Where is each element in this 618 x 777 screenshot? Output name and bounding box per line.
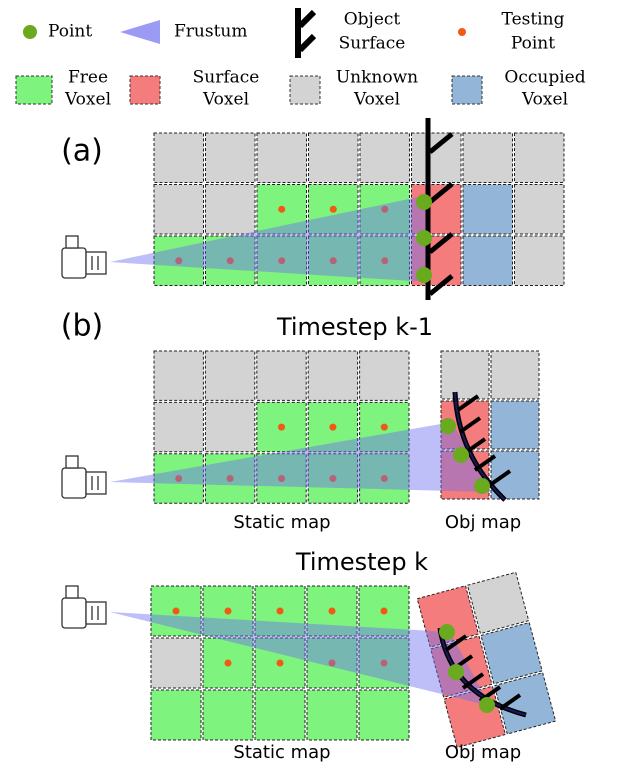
point	[440, 418, 456, 434]
timestep-title: Timestep k	[295, 548, 428, 576]
testing-point	[381, 424, 388, 431]
legend-label: Surface	[193, 68, 260, 88]
voxel	[205, 402, 254, 451]
camera-body	[62, 248, 86, 278]
legend-label: Point	[48, 22, 92, 42]
testing-point	[330, 206, 337, 213]
voxel	[307, 690, 357, 740]
map-label: Obj map	[445, 512, 521, 533]
legend-surface-voxel	[130, 76, 160, 104]
voxel	[360, 351, 409, 400]
testing-point	[278, 206, 285, 213]
camera-lens	[86, 472, 106, 494]
voxel	[257, 133, 307, 183]
point	[439, 624, 455, 640]
camera	[62, 586, 106, 628]
voxel	[491, 401, 539, 449]
point	[416, 230, 432, 246]
voxel	[154, 351, 203, 400]
point	[448, 664, 464, 680]
point	[416, 267, 432, 283]
testing-point	[329, 608, 336, 615]
voxel	[463, 133, 513, 183]
panel-label: (b)	[61, 309, 103, 344]
voxel	[154, 402, 203, 451]
legend-label: Voxel	[521, 90, 568, 110]
legend-frustum	[120, 20, 160, 44]
voxel	[463, 236, 513, 286]
map-label: Static map	[233, 742, 330, 763]
point	[453, 447, 469, 463]
map-label: Obj map	[445, 742, 521, 763]
camera-top	[66, 586, 78, 598]
legend-label: Occupied	[504, 68, 585, 88]
voxel	[481, 623, 542, 684]
voxel	[515, 185, 565, 235]
legend-label: Object	[344, 10, 401, 30]
testing-point	[381, 608, 388, 615]
point	[416, 194, 432, 210]
legend-free	[16, 76, 52, 104]
voxel	[257, 351, 306, 400]
voxel	[308, 351, 357, 400]
legend-label: Voxel	[353, 90, 400, 110]
legend-label: Surface	[339, 34, 406, 54]
testing-point	[278, 424, 285, 431]
voxel	[491, 351, 539, 399]
legend-label: Point	[511, 34, 555, 54]
voxel	[467, 572, 528, 633]
camera-top	[66, 456, 78, 468]
testing-point	[173, 608, 180, 615]
legend-testing-point	[458, 28, 466, 36]
legend-label: Voxel	[202, 90, 249, 110]
camera-body	[62, 598, 86, 628]
testing-point	[225, 660, 232, 667]
camera	[62, 236, 106, 278]
voxel	[515, 236, 565, 286]
voxel	[360, 133, 410, 183]
voxel	[494, 673, 555, 734]
legend-label: Free	[68, 68, 108, 88]
legend-surface	[298, 8, 314, 58]
voxel	[206, 133, 256, 183]
testing-point	[225, 608, 232, 615]
voxel	[205, 351, 254, 400]
voxel	[515, 133, 565, 183]
voxel	[412, 133, 462, 183]
legend-label: Unknown	[336, 68, 418, 88]
testing-point	[329, 424, 336, 431]
voxel	[206, 185, 256, 235]
point	[474, 478, 490, 494]
camera	[62, 456, 106, 498]
voxel	[154, 185, 204, 235]
timestep-title: Timestep k-1	[276, 313, 433, 341]
legend-point	[23, 25, 37, 39]
legend-label: Frustum	[174, 22, 248, 42]
voxel	[309, 133, 359, 183]
camera-top	[66, 236, 78, 248]
voxel	[154, 133, 204, 183]
voxel	[463, 185, 513, 235]
point	[479, 697, 495, 713]
voxel	[255, 690, 305, 740]
camera-lens	[86, 602, 106, 624]
legend-label: Voxel	[64, 90, 111, 110]
legend-label: Testing	[502, 10, 565, 30]
figure: Point Frustum Object Surface Testing Poi…	[0, 0, 618, 777]
panel-label: (a)	[61, 134, 103, 169]
legend-unknown	[290, 76, 320, 104]
camera-body	[62, 468, 86, 498]
testing-point	[277, 608, 284, 615]
voxel	[151, 638, 201, 688]
voxel	[203, 690, 253, 740]
testing-point	[277, 660, 284, 667]
camera-lens	[86, 252, 106, 274]
voxel	[151, 690, 201, 740]
voxel	[359, 690, 409, 740]
map-label: Static map	[233, 512, 330, 533]
voxel	[441, 351, 489, 399]
legend-occupied	[452, 76, 482, 104]
